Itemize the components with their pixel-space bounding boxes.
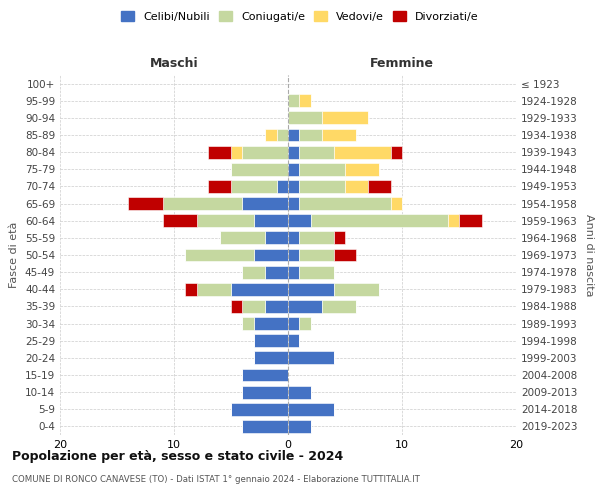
Bar	[163, 197, 242, 210]
Bar	[265, 232, 288, 244]
Bar	[242, 300, 265, 313]
Bar	[254, 317, 288, 330]
Bar	[288, 232, 299, 244]
Bar	[334, 146, 391, 158]
Bar	[288, 112, 322, 124]
Bar	[242, 368, 288, 382]
Bar	[288, 386, 311, 398]
Bar	[299, 266, 334, 278]
Bar	[231, 163, 288, 175]
Y-axis label: Anni di nascita: Anni di nascita	[584, 214, 594, 296]
Bar	[299, 128, 322, 141]
Bar	[288, 197, 299, 210]
Bar	[334, 232, 345, 244]
Bar	[288, 128, 299, 141]
Bar	[322, 112, 368, 124]
Bar	[197, 283, 231, 296]
Bar	[322, 300, 356, 313]
Bar	[242, 146, 288, 158]
Bar	[242, 386, 288, 398]
Bar	[368, 180, 391, 193]
Bar	[163, 214, 197, 227]
Bar	[299, 197, 391, 210]
Bar	[231, 146, 242, 158]
Bar	[288, 146, 299, 158]
Text: COMUNE DI RONCO CANAVESE (TO) - Dati ISTAT 1° gennaio 2024 - Elaborazione TUTTIT: COMUNE DI RONCO CANAVESE (TO) - Dati IST…	[12, 475, 420, 484]
Bar	[391, 197, 402, 210]
Bar	[288, 283, 334, 296]
Bar	[288, 300, 322, 313]
Bar	[288, 180, 299, 193]
Text: Femmine: Femmine	[370, 57, 434, 70]
Bar	[128, 197, 163, 210]
Text: Maschi: Maschi	[149, 57, 199, 70]
Bar	[299, 248, 334, 262]
Bar	[208, 146, 231, 158]
Bar	[254, 352, 288, 364]
Bar	[242, 420, 288, 433]
Bar	[185, 248, 254, 262]
Bar	[265, 266, 288, 278]
Y-axis label: Fasce di età: Fasce di età	[10, 222, 19, 288]
Bar	[345, 180, 368, 193]
Bar	[197, 214, 254, 227]
Bar	[288, 317, 299, 330]
Bar	[220, 232, 265, 244]
Bar	[299, 232, 334, 244]
Bar	[299, 180, 345, 193]
Bar	[448, 214, 459, 227]
Bar	[277, 180, 288, 193]
Bar	[277, 128, 288, 141]
Bar	[288, 94, 299, 107]
Bar	[391, 146, 402, 158]
Bar	[231, 180, 277, 193]
Text: Popolazione per età, sesso e stato civile - 2024: Popolazione per età, sesso e stato civil…	[12, 450, 343, 463]
Bar	[299, 317, 311, 330]
Bar	[254, 248, 288, 262]
Bar	[299, 163, 345, 175]
Legend: Celibi/Nubili, Coniugati/e, Vedovi/e, Divorziati/e: Celibi/Nubili, Coniugati/e, Vedovi/e, Di…	[118, 8, 482, 25]
Bar	[265, 128, 277, 141]
Bar	[242, 317, 254, 330]
Bar	[288, 214, 311, 227]
Bar	[288, 403, 334, 415]
Bar	[242, 266, 265, 278]
Bar	[334, 283, 379, 296]
Bar	[334, 248, 356, 262]
Bar	[299, 146, 334, 158]
Bar	[242, 197, 288, 210]
Bar	[288, 266, 299, 278]
Bar	[208, 180, 231, 193]
Bar	[231, 403, 288, 415]
Bar	[322, 128, 356, 141]
Bar	[288, 334, 299, 347]
Bar	[299, 94, 311, 107]
Bar	[185, 283, 197, 296]
Bar	[459, 214, 482, 227]
Bar	[254, 214, 288, 227]
Bar	[288, 163, 299, 175]
Bar	[288, 352, 334, 364]
Bar	[288, 248, 299, 262]
Bar	[345, 163, 379, 175]
Bar	[288, 420, 311, 433]
Bar	[265, 300, 288, 313]
Bar	[231, 283, 288, 296]
Bar	[311, 214, 448, 227]
Bar	[231, 300, 242, 313]
Bar	[254, 334, 288, 347]
